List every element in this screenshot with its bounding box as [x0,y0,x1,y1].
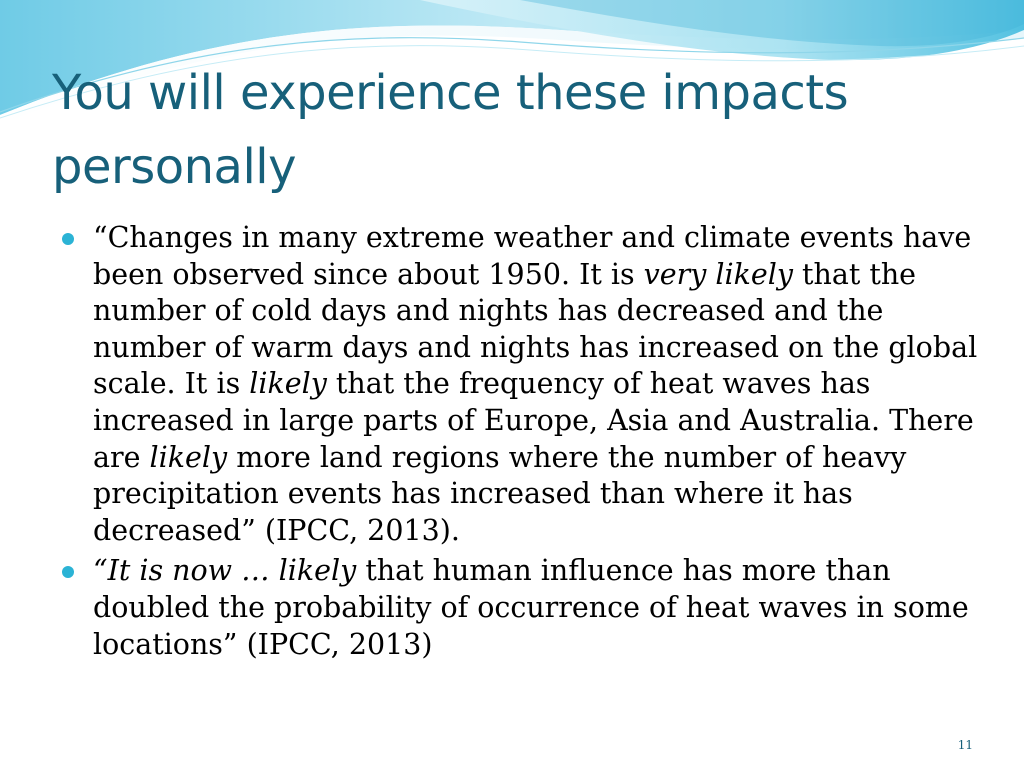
bullet-text-segment-italic: likely [249,367,327,401]
bullet-list: “Changes in many extreme weather and cli… [60,220,980,667]
bullet-text-segment: that human influence has more than doubl… [93,554,969,661]
bullet-dot-icon [62,566,74,579]
bullet-text-segment: more land regions where the number of he… [93,440,907,547]
bullet-item: “Changes in many extreme weather and cli… [60,220,980,549]
bullet-text: “It is now … likely that human influence… [93,554,969,660]
bullet-item: “It is now … likely that human influence… [60,553,980,663]
wave-decoration [0,0,1024,125]
slide-title: You will experience these impacts person… [52,65,849,195]
bullet-text: “Changes in many extreme weather and cli… [93,221,977,547]
bullet-text-segment-italic: likely [278,554,357,588]
bullet-text-segment-italic: “It is now … [93,554,279,588]
bullet-text-segment-italic: very likely [643,257,793,291]
bullet-text-segment: that the frequency of heat waves has inc… [93,367,974,474]
bullet-text-segment: “Changes in many extreme weather and cli… [93,221,972,291]
bullet-dot-icon [62,233,74,245]
bullet-text-segment: that the number of cold days and nights … [93,257,978,401]
page-number: 11 [957,738,973,752]
bullet-text-segment-italic: likely [149,440,228,474]
